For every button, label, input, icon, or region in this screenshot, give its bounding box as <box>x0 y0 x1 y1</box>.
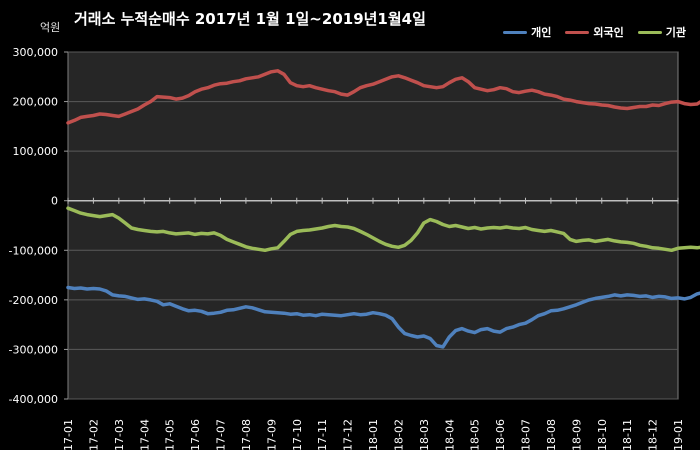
y-tick-label: 100,000 <box>13 145 59 158</box>
legend-item-foreign: 외국인 <box>565 24 624 40</box>
x-tick-label: 18-12 <box>647 419 660 450</box>
x-tick-label: 19-01 <box>672 419 685 450</box>
plot-area <box>67 51 679 400</box>
legend-swatch-institution <box>637 30 662 34</box>
legend-item-institution: 기관 <box>637 24 686 40</box>
legend-label-institution: 기관 <box>665 26 686 39</box>
x-tick-label: 18-11 <box>621 419 634 450</box>
series-line-기관 <box>66 206 700 253</box>
x-tick-label: 18-06 <box>494 419 507 450</box>
y-tick-label: 200,000 <box>13 96 59 109</box>
legend-item-individual: 개인 <box>503 24 551 40</box>
legend-swatch-individual <box>503 30 528 34</box>
x-tick-label: 17-11 <box>316 419 329 450</box>
x-tick-label: 18-04 <box>443 419 456 450</box>
series-line-개인 <box>66 285 700 349</box>
x-tick-label: 17-08 <box>240 419 253 450</box>
x-tick-label: 18-09 <box>570 419 583 450</box>
x-tick-label: 18-10 <box>596 419 609 450</box>
series-line-외국인 <box>66 69 700 125</box>
x-tick-label: 18-05 <box>469 419 482 450</box>
y-tick-label: 0 <box>51 195 58 208</box>
x-tick-label: 18-01 <box>367 419 380 450</box>
y-tick-label: 300,000 <box>13 46 59 59</box>
x-tick-label: 18-07 <box>520 419 533 450</box>
x-tick-label: 17-12 <box>342 419 355 450</box>
legend: 개인 외국인 기관 <box>503 24 686 40</box>
x-tick-label: 17-03 <box>113 419 126 450</box>
y-tick-label: -200,000 <box>9 294 58 307</box>
chart-title: 거래소 누적순매수 2017년 1월 1일~2019년1월4일 <box>74 10 426 28</box>
x-tick-label: 17-02 <box>87 419 100 450</box>
x-tick-label: 17-01 <box>62 419 75 450</box>
y-tick-label: -300,000 <box>9 343 58 356</box>
x-tick-label: 18-03 <box>418 419 431 450</box>
x-tick-label: 17-05 <box>164 419 177 450</box>
x-tick-label: 18-02 <box>392 419 405 450</box>
x-tick-label: 17-07 <box>215 419 228 450</box>
x-tick-label: 17-10 <box>291 419 304 450</box>
y-unit-label: 억원 <box>40 21 61 34</box>
legend-swatch-foreign <box>565 30 590 34</box>
x-tick-label: 17-09 <box>265 419 278 450</box>
y-tick-label: -100,000 <box>9 244 58 257</box>
x-tick-label: 18-08 <box>545 419 558 450</box>
y-tick-label: -400,000 <box>9 393 58 406</box>
legend-label-individual: 개인 <box>531 26 552 39</box>
legend-label-foreign: 외국인 <box>593 26 624 39</box>
x-tick-label: 17-04 <box>138 419 151 450</box>
x-tick-label: 17-06 <box>189 419 202 450</box>
